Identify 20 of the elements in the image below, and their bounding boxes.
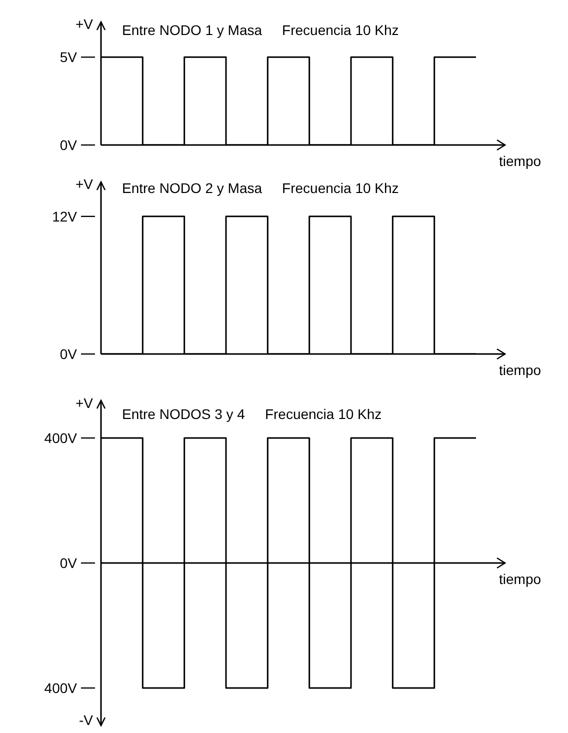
x-axis-title: tiempo bbox=[499, 571, 542, 587]
x-axis-title: tiempo bbox=[499, 362, 542, 378]
y-tick-label: 400V bbox=[44, 680, 78, 696]
chart-subtitle: Frecuencia 10 Khz bbox=[282, 22, 399, 38]
y-axis-title: +V bbox=[75, 16, 93, 32]
chart-title: Entre NODO 2 y Masa bbox=[122, 180, 262, 196]
y-tick-label: 0V bbox=[60, 136, 78, 153]
chart-subtitle: Frecuencia 10 Khz bbox=[264, 406, 382, 422]
y-axis-title: +V bbox=[75, 394, 93, 410]
y-tick-label: 0V bbox=[60, 554, 78, 571]
chart-title: Entre NODOS 3 y 4 bbox=[122, 406, 245, 422]
text: -V bbox=[79, 712, 93, 728]
y-tick-label: 5V bbox=[60, 49, 78, 66]
x-axis-title: tiempo bbox=[499, 153, 542, 169]
y-tick-label: 0V bbox=[60, 346, 78, 362]
chart-title: Entre NODO 1 y Masa bbox=[122, 22, 262, 38]
y-axis-title: +V bbox=[75, 176, 93, 192]
chart-subtitle: Frecuencia 10 Khz bbox=[282, 180, 399, 196]
y-tick-label: 400V bbox=[44, 430, 78, 446]
y-tick-label: 12V bbox=[52, 208, 78, 224]
